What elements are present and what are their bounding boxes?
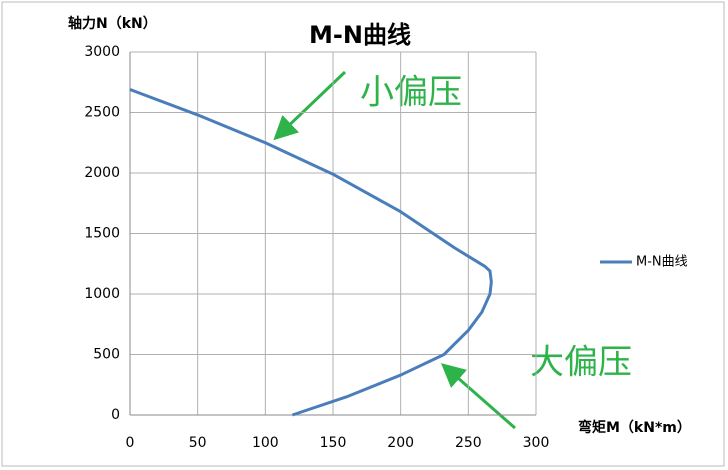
x-tick-label: 50 (189, 435, 207, 451)
y-tick-label: 3000 (84, 44, 120, 60)
y-axis-title: 轴力N（kN） (68, 15, 157, 32)
y-tick-label: 0 (111, 407, 120, 423)
y-tick-label: 500 (93, 347, 120, 363)
x-tick-label: 150 (320, 435, 347, 451)
arrow (273, 70, 347, 141)
chart-title: M-N曲线 (309, 21, 411, 49)
y-tick-label: 1500 (84, 226, 120, 242)
y-tick-label: 1000 (84, 286, 120, 302)
data-line (129, 88, 493, 417)
x-axis-title: 弯矩M（kN*m） (578, 419, 691, 436)
arrow (440, 363, 516, 430)
annotation: 大偏压 (530, 343, 632, 383)
x-tick-label: 250 (455, 435, 482, 451)
y-tick-label: 2500 (84, 105, 120, 121)
legend-label: M-N曲线 (636, 255, 688, 270)
x-tick-label: 0 (126, 435, 135, 451)
x-tick-label: 200 (387, 435, 414, 451)
y-tick-label: 2000 (84, 165, 120, 181)
x-tick-label: 300 (523, 435, 550, 451)
annotation: 小偏压 (360, 73, 462, 113)
x-tick-label: 100 (252, 435, 279, 451)
